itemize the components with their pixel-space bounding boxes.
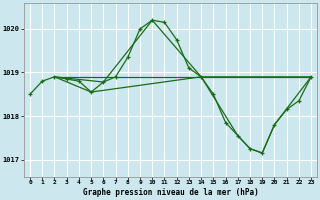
X-axis label: Graphe pression niveau de la mer (hPa): Graphe pression niveau de la mer (hPa)	[83, 188, 259, 197]
